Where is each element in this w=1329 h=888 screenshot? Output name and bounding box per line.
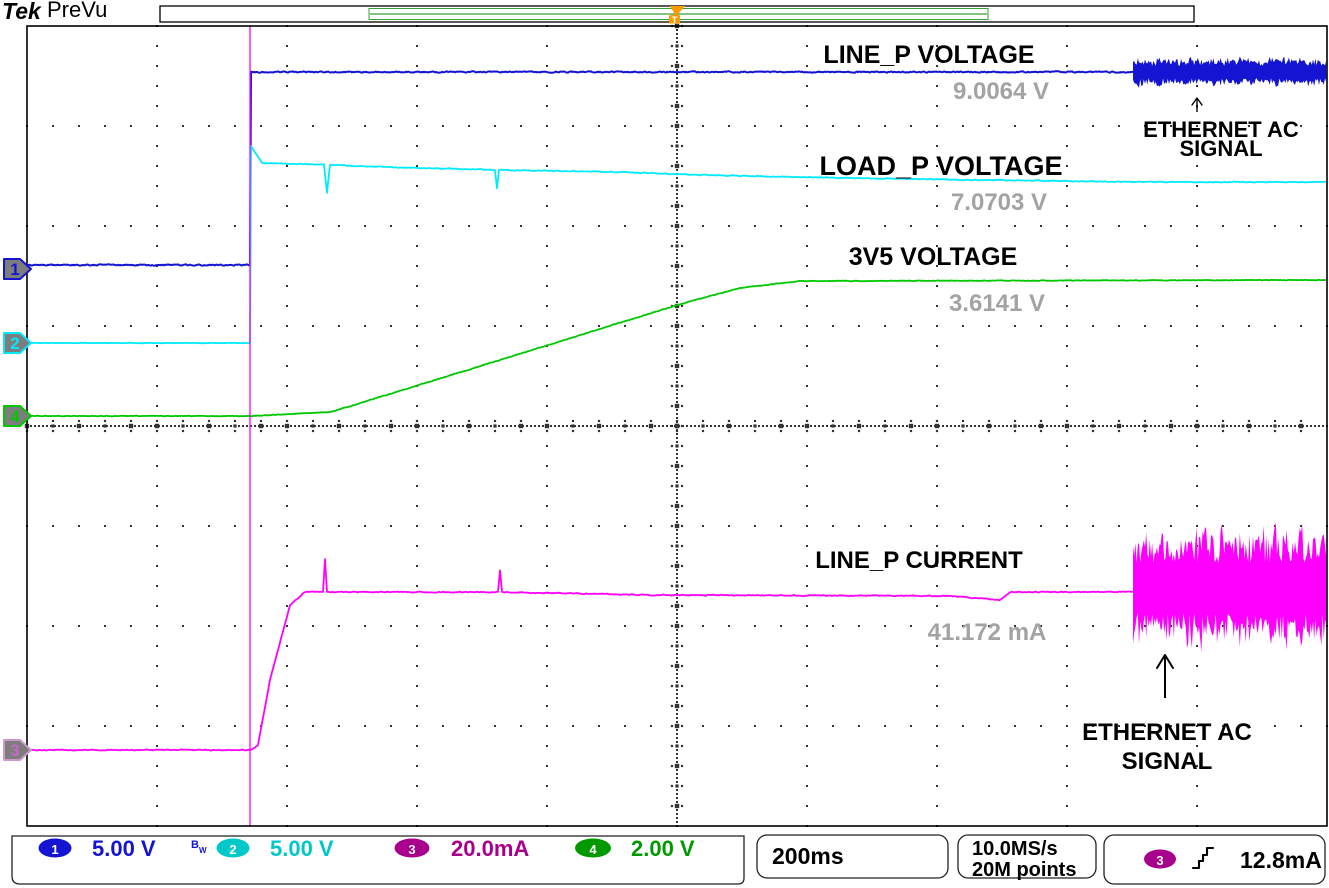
- svg-text:200ms: 200ms: [772, 843, 844, 869]
- svg-text:B: B: [191, 839, 199, 851]
- svg-text:2: 2: [229, 842, 236, 857]
- svg-text:12.8mA: 12.8mA: [1240, 847, 1322, 873]
- svg-text:9.0064 V: 9.0064 V: [953, 78, 1049, 105]
- svg-text:2.00 V: 2.00 V: [631, 836, 695, 861]
- svg-text:4: 4: [10, 407, 20, 426]
- svg-text:LINE_P CURRENT: LINE_P CURRENT: [815, 547, 1023, 574]
- svg-text:4: 4: [589, 842, 597, 857]
- svg-text:LOAD_P VOLTAGE: LOAD_P VOLTAGE: [819, 151, 1062, 181]
- svg-text:1: 1: [51, 842, 58, 857]
- svg-text:SIGNAL: SIGNAL: [1179, 136, 1262, 161]
- svg-text:LINE_P VOLTAGE: LINE_P VOLTAGE: [823, 41, 1034, 69]
- svg-text:1: 1: [10, 260, 19, 279]
- svg-text:7.0703 V: 7.0703 V: [951, 189, 1047, 216]
- svg-text:W: W: [199, 846, 207, 855]
- svg-text:5.00 V: 5.00 V: [270, 836, 334, 861]
- svg-text:ETHERNET AC: ETHERNET AC: [1082, 719, 1252, 746]
- svg-text:3: 3: [408, 842, 415, 857]
- svg-text:PreVu: PreVu: [47, 0, 107, 22]
- svg-text:20M points: 20M points: [972, 859, 1076, 881]
- svg-text:3V5 VOLTAGE: 3V5 VOLTAGE: [849, 243, 1018, 271]
- svg-text:5.00 V: 5.00 V: [92, 836, 156, 861]
- svg-text:10.0MS/s: 10.0MS/s: [972, 838, 1058, 860]
- svg-text:41.172 mA: 41.172 mA: [928, 619, 1047, 646]
- svg-text:3: 3: [1156, 853, 1163, 868]
- svg-text:2: 2: [10, 334, 19, 353]
- svg-text:T: T: [672, 15, 678, 26]
- svg-text:Tek: Tek: [2, 0, 42, 24]
- svg-text:3: 3: [10, 741, 19, 760]
- svg-text:20.0mA: 20.0mA: [451, 836, 529, 861]
- svg-text:SIGNAL: SIGNAL: [1122, 748, 1213, 775]
- svg-text:3.6141 V: 3.6141 V: [949, 290, 1045, 317]
